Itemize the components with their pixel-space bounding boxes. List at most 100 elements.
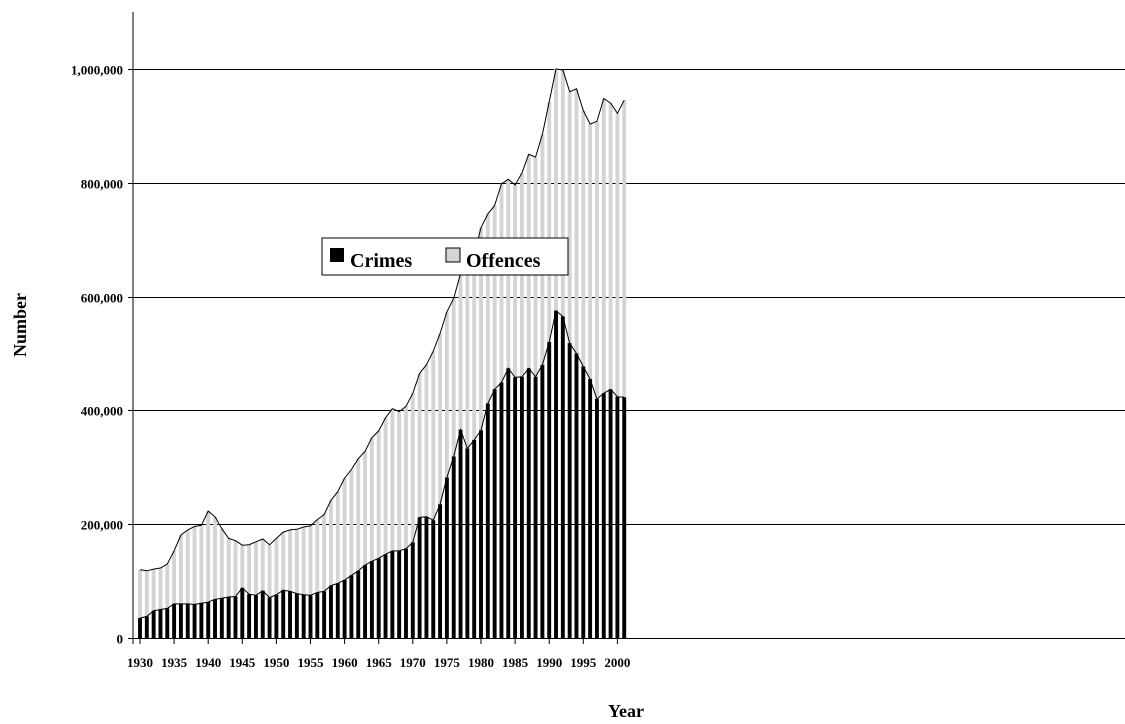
crimes-bar [526, 368, 531, 638]
y-tick-label: 600,000 [81, 291, 123, 306]
offences-bar [301, 527, 306, 595]
offences-bar [260, 538, 265, 591]
crimes-bar [226, 597, 231, 638]
offences-bar [267, 544, 272, 598]
offences-bar [356, 458, 361, 571]
crimes-bar [397, 550, 402, 638]
y-tick-label: 0 [117, 632, 124, 647]
x-tick-label: 1940 [195, 655, 221, 670]
crimes-bar [281, 590, 286, 638]
offences-bar [554, 68, 558, 311]
crimes-bar [233, 596, 238, 638]
x-tick-label: 1980 [468, 655, 494, 670]
crimes-bar [349, 575, 354, 638]
legend-box [321, 237, 569, 276]
crimes-bar [519, 376, 524, 638]
crimes-bar [178, 603, 183, 638]
crimes-bar [485, 403, 490, 638]
offences-bar [192, 526, 197, 605]
x-tick-label: 2000 [604, 655, 630, 670]
crimes-bar [356, 570, 361, 638]
y-tick-label: 200,000 [81, 518, 123, 533]
offences-bar [574, 88, 579, 354]
crimes-bar [479, 430, 483, 638]
crimes-bar [253, 595, 258, 638]
offences-bar [383, 417, 388, 555]
offences-bar [138, 569, 142, 619]
offences-bar [363, 451, 368, 566]
offences-bar [335, 491, 340, 584]
crimes-bar [199, 603, 204, 638]
crimes-bar [547, 342, 552, 638]
offences-bar [424, 364, 429, 517]
legend-swatch-crimes [330, 248, 344, 262]
crimes-bar [444, 477, 449, 638]
series-outlines [139, 68, 625, 619]
legend-label-offences: Offences [466, 250, 541, 272]
crimes-bar [581, 366, 586, 638]
offences-bar [404, 406, 408, 549]
offences-bar [560, 70, 565, 317]
crimes-bar [172, 603, 177, 638]
x-tick-label: 1960 [332, 655, 358, 670]
offences-bar [322, 514, 327, 592]
crimes-bar [601, 393, 606, 638]
offences-bar [178, 534, 183, 604]
crimes-bar [574, 353, 579, 638]
crimes-bar [288, 591, 292, 638]
offences-bar [608, 103, 613, 390]
offences-bar [465, 274, 470, 449]
x-tick-label: 1970 [400, 655, 426, 670]
offences-bar [274, 538, 279, 595]
offences-bar [315, 519, 320, 593]
offences-bar [622, 100, 627, 398]
x-tick-label: 1955 [298, 655, 325, 670]
offences-bar [444, 311, 449, 478]
crimes-bar [329, 585, 333, 638]
offences-series [138, 68, 627, 619]
x-tick-label: 1930 [127, 655, 153, 670]
crimes-bar [192, 604, 197, 638]
offences-bar [567, 91, 572, 344]
x-tick-label: 1995 [570, 655, 597, 670]
offences-bar [199, 525, 204, 604]
crimes-bar [622, 397, 627, 638]
offences-bar [499, 183, 504, 383]
offences-bar [294, 529, 299, 594]
offences-bar [226, 538, 231, 598]
legend-swatch-offences [445, 247, 461, 263]
legend: Crimes Offences [321, 237, 569, 276]
crimes-bar [247, 594, 252, 638]
offences-bar [158, 568, 163, 610]
crimes-bar [342, 579, 347, 638]
offences-bar [458, 273, 463, 430]
offences-bar [417, 373, 422, 518]
offences-bar [479, 227, 483, 431]
offences-bar [615, 113, 620, 397]
crimes-bar [315, 592, 320, 638]
total-outline [139, 68, 625, 572]
crimes-bar [438, 504, 443, 638]
offences-bar [472, 254, 477, 440]
crimes-bar [376, 558, 381, 638]
crimes-bar [165, 608, 170, 638]
crimes-bar [506, 368, 511, 638]
crimes-bar [213, 599, 217, 638]
offences-bar [485, 214, 490, 404]
crimes-bar [533, 376, 538, 638]
crimes-bar [390, 550, 395, 638]
crimes-bar [144, 616, 149, 638]
offences-bar [349, 469, 354, 576]
crimes-bar [404, 548, 408, 638]
offences-bar [342, 478, 347, 580]
x-tick-label: 1975 [434, 655, 461, 670]
crimes-bar [567, 343, 572, 638]
offences-bar [206, 511, 211, 603]
x-tick-label: 1945 [229, 655, 256, 670]
offences-bar [144, 570, 149, 617]
y-axis-title: Number [10, 293, 30, 357]
offences-bar [431, 351, 436, 521]
crimes-bar [465, 448, 470, 638]
offences-bar [513, 185, 518, 378]
crimes-bar [499, 382, 504, 638]
